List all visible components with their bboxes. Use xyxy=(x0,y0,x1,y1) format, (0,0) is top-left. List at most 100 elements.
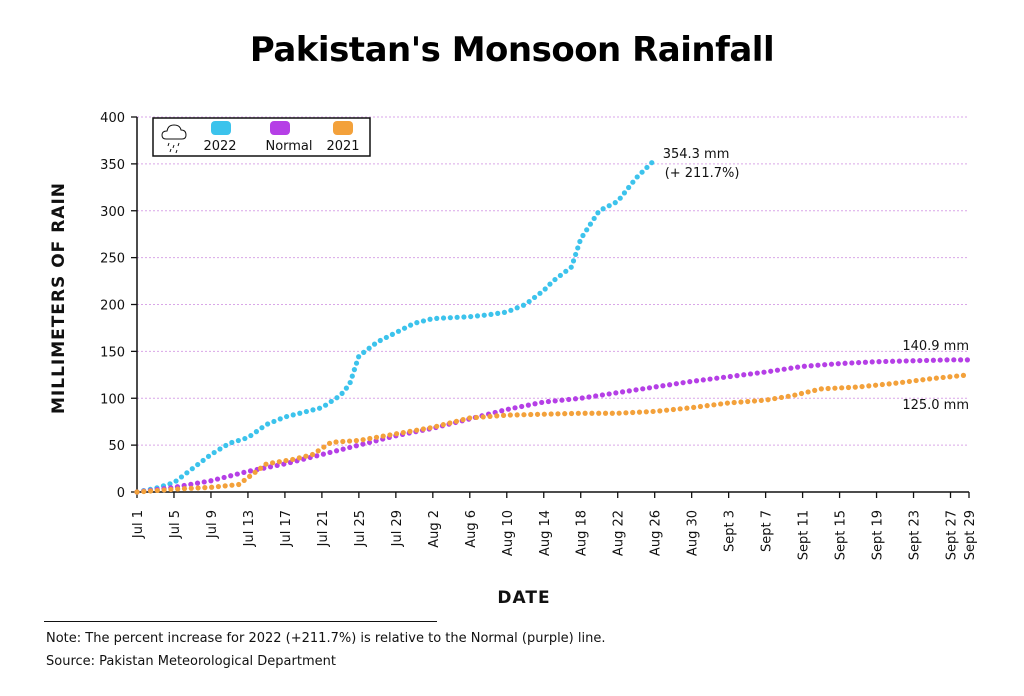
footer-source: Source: Pakistan Meteorological Departme… xyxy=(46,654,336,669)
data-point xyxy=(383,334,389,341)
data-point xyxy=(883,358,889,365)
y-tick-label: 100 xyxy=(100,392,125,407)
x-tick-label: Aug 14 xyxy=(538,510,553,556)
data-point xyxy=(547,281,553,287)
y-tick-label: 50 xyxy=(108,439,125,454)
data-point xyxy=(222,483,228,489)
data-point xyxy=(414,320,420,326)
data-point xyxy=(188,485,194,491)
x-tick-label: Jul 17 xyxy=(279,510,294,547)
data-point xyxy=(309,451,316,458)
data-point xyxy=(276,459,282,465)
data-point xyxy=(480,414,486,420)
data-point xyxy=(296,455,302,461)
data-point xyxy=(580,232,586,239)
data-point xyxy=(265,421,271,427)
data-point xyxy=(754,370,760,376)
data-point xyxy=(734,373,740,379)
data-point xyxy=(745,398,751,405)
y-axis-title: MILLIMETERS OF RAIN xyxy=(49,182,69,414)
data-point xyxy=(765,397,771,403)
data-point xyxy=(957,357,964,363)
data-point xyxy=(514,412,520,418)
data-point xyxy=(277,416,283,422)
data-point xyxy=(619,389,626,395)
data-point xyxy=(221,474,227,481)
data-point xyxy=(589,410,595,416)
data-point xyxy=(856,359,862,366)
data-point xyxy=(361,349,367,355)
data-point xyxy=(795,364,801,370)
data-point xyxy=(667,382,673,388)
y-tick-label: 250 xyxy=(100,252,125,267)
data-point xyxy=(525,402,531,408)
data-point xyxy=(920,377,926,383)
data-point xyxy=(474,313,481,319)
data-point xyxy=(599,392,606,398)
data-point xyxy=(954,373,960,379)
data-point xyxy=(173,478,179,484)
data-point xyxy=(201,479,207,485)
data-point xyxy=(284,413,290,420)
data-point xyxy=(259,425,265,431)
chart-title: Pakistan's Monsoon Rainfall xyxy=(249,30,775,70)
data-point xyxy=(257,465,264,471)
data-point xyxy=(214,476,221,482)
data-point xyxy=(677,406,683,412)
data-point xyxy=(559,397,565,403)
data-point xyxy=(252,469,258,475)
x-tick-label: Aug 30 xyxy=(686,510,701,556)
data-point xyxy=(184,470,190,476)
data-point xyxy=(234,471,240,477)
data-point xyxy=(623,410,629,416)
data-point xyxy=(532,401,538,407)
data-point xyxy=(519,403,525,410)
data-point xyxy=(869,359,875,365)
data-point xyxy=(584,227,590,233)
data-point xyxy=(697,403,704,410)
data-point xyxy=(217,446,223,452)
data-point xyxy=(563,268,569,274)
rain-drop xyxy=(175,149,178,154)
data-point xyxy=(520,302,527,308)
x-tick-label: Jul 21 xyxy=(316,510,331,547)
data-point xyxy=(541,411,547,417)
data-point xyxy=(903,358,909,364)
data-point xyxy=(557,272,563,279)
data-point xyxy=(514,305,520,311)
data-point xyxy=(500,412,507,418)
data-point xyxy=(200,457,206,464)
data-point xyxy=(573,251,579,258)
data-point xyxy=(568,264,574,270)
data-point xyxy=(906,378,912,385)
data-point xyxy=(913,377,919,384)
data-point xyxy=(178,474,185,480)
data-point xyxy=(758,397,764,404)
data-point xyxy=(507,412,513,418)
data-point xyxy=(447,420,453,426)
data-point xyxy=(248,432,254,439)
legend-swatch-normal xyxy=(270,121,290,135)
data-point xyxy=(205,453,212,459)
data-point xyxy=(537,290,543,296)
x-tick-label: Aug 22 xyxy=(612,510,627,556)
data-point xyxy=(487,413,493,420)
data-point xyxy=(400,429,406,436)
y-tick-label: 350 xyxy=(100,158,125,173)
data-point xyxy=(141,488,147,495)
data-point xyxy=(684,405,690,411)
data-point xyxy=(380,433,386,439)
x-tick-label: Jul 29 xyxy=(390,510,405,547)
data-point xyxy=(360,437,366,443)
data-point xyxy=(825,385,831,392)
annotations: 354.3 mm (+ 211.7%) 140.9 mm 125.0 mm xyxy=(663,147,969,413)
data-point xyxy=(612,200,618,206)
data-point xyxy=(845,384,852,391)
data-point xyxy=(202,485,208,491)
data-point xyxy=(241,477,247,484)
data-point xyxy=(326,440,333,446)
data-point xyxy=(267,464,274,470)
data-point xyxy=(414,427,420,433)
data-point xyxy=(387,432,393,438)
x-tick-label: Jul 5 xyxy=(168,510,183,539)
